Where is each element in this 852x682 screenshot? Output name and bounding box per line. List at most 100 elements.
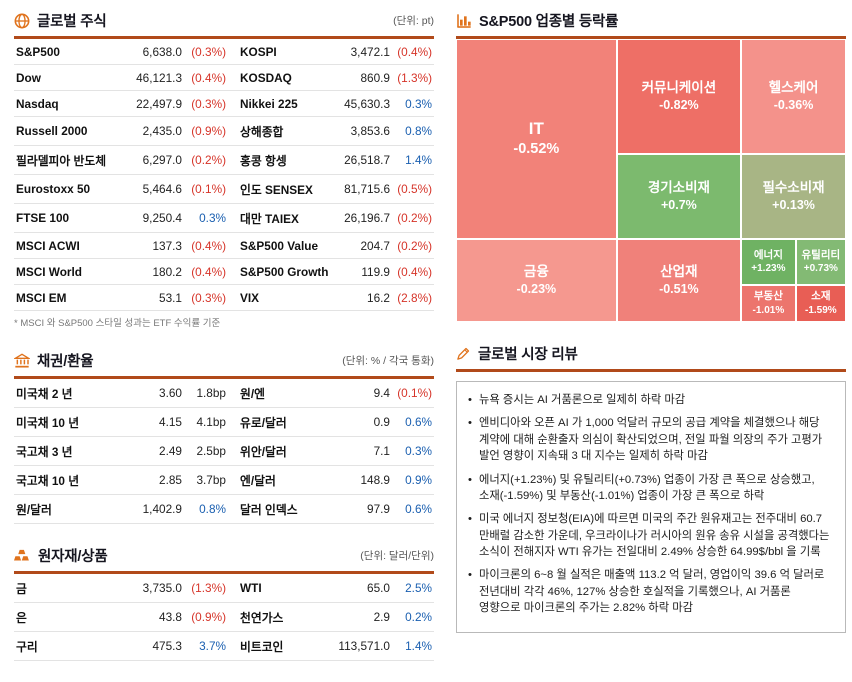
panel-title: 글로벌 시장 리뷰 xyxy=(478,347,578,363)
panel-title: 채권/환율 xyxy=(37,354,94,370)
sector-value: -0.82% xyxy=(659,98,699,113)
instrument-value: 2.49 xyxy=(118,436,184,466)
gap xyxy=(228,174,238,204)
instrument-name: 필라델피아 반도체 xyxy=(14,145,118,175)
instrument-value: 137.3 xyxy=(118,232,184,259)
globe-icon xyxy=(14,13,30,29)
sector-value: +1.23% xyxy=(751,263,786,275)
panel-header: 원자재/상품 (단위: 달러/단위) xyxy=(14,545,434,574)
instrument-change: (0.1%) xyxy=(184,174,228,204)
instrument-name: 국고채 10 년 xyxy=(14,465,118,495)
sector-value: +0.7% xyxy=(660,198,697,212)
instrument-change: 4.1bp xyxy=(184,407,228,437)
instrument-value: 119.9 xyxy=(328,258,392,285)
panel-title: 원자재/상품 xyxy=(38,549,108,565)
table-row: 은 43.8 (0.9%) 천연가스 2.9 0.2% xyxy=(14,602,434,632)
instrument-name: Dow xyxy=(14,64,118,91)
sector-name: 유틸리티 xyxy=(801,248,841,261)
review-bullet: 미국 에너지 정보청(EIA)에 따르면 미국의 주간 원유재고는 전주대비 6… xyxy=(468,511,834,560)
instrument-value: 3,735.0 xyxy=(118,574,184,603)
instrument-change: (0.3%) xyxy=(184,90,228,117)
sector-name: 커뮤니케이션 xyxy=(641,79,717,95)
gap xyxy=(228,407,238,437)
instrument-change: (1.3%) xyxy=(392,64,434,91)
instrument-change: 0.8% xyxy=(392,116,434,146)
instrument-value: 148.9 xyxy=(328,465,392,495)
table-row: MSCI EM 53.1 (0.3%) VIX 16.2 (2.8%) xyxy=(14,284,434,311)
instrument-change: (0.1%) xyxy=(392,379,434,408)
panel-global-equity: 글로벌 주식 (단위: pt) S&P500 6,638.0 (0.3%) KOSP… xyxy=(14,10,434,329)
instrument-change: 2.5% xyxy=(392,574,434,603)
bank-icon xyxy=(14,353,30,369)
instrument-name: 상해종합 xyxy=(238,116,328,146)
instrument-value: 9,250.4 xyxy=(118,203,184,233)
sector-name: IT xyxy=(528,118,544,138)
panel-header: 채권/환율 (단위: % / 각국 통화) xyxy=(14,350,434,379)
gap xyxy=(228,436,238,466)
instrument-change: (1.3%) xyxy=(184,574,228,603)
instrument-name: 은 xyxy=(14,602,118,632)
pencil-icon xyxy=(456,346,471,361)
instrument-change: (2.8%) xyxy=(392,284,434,311)
instrument-value: 9.4 xyxy=(328,379,392,408)
treemap-cell-real-estate: 부동산 -1.01% xyxy=(741,284,796,322)
sector-name: 헬스케어 xyxy=(768,79,819,95)
instrument-value: 97.9 xyxy=(328,494,392,524)
bar-chart-icon xyxy=(456,13,472,29)
instrument-change: (0.2%) xyxy=(184,145,228,175)
instrument-value: 26,518.7 xyxy=(328,145,392,175)
instrument-name: MSCI EM xyxy=(14,284,118,311)
instrument-change: 0.6% xyxy=(392,407,434,437)
instrument-change: 3.7bp xyxy=(184,465,228,495)
instrument-name: WTI xyxy=(238,574,328,603)
instrument-change: (0.4%) xyxy=(184,64,228,91)
instrument-name: 비트코인 xyxy=(238,631,328,661)
table-row: MSCI World 180.2 (0.4%) S&P500 Growth 119.9… xyxy=(14,258,434,285)
instrument-change: (0.4%) xyxy=(184,258,228,285)
instrument-name: MSCI World xyxy=(14,258,118,285)
instrument-name: S&P500 Value xyxy=(238,232,328,259)
instrument-value: 6,638.0 xyxy=(118,39,184,65)
instrument-name: 위안/달러 xyxy=(238,436,328,466)
instrument-value: 860.9 xyxy=(328,64,392,91)
treemap-cell-energy: 에너지 +1.23% xyxy=(741,238,796,285)
treemap-cell-utilities: 유틸리티 +0.73% xyxy=(795,238,846,285)
sector-name: 에너지 xyxy=(753,248,783,261)
review-bullet: 뉴욕 증시는 AI 거품론으로 일제히 하락 마감 xyxy=(468,392,834,409)
instrument-name: 구리 xyxy=(14,631,118,661)
instrument-name: S&P500 xyxy=(14,39,118,65)
footnote: * MSCI 와 S&P500 스타일 성과는 ETF 수익률 기준 xyxy=(14,318,221,329)
sector-value: -0.51% xyxy=(659,282,699,297)
panel-market-review: 글로벌 시장 리뷰 뉴욕 증시는 AI 거품론으로 일제히 하락 마감 엔비디아… xyxy=(456,343,846,633)
review-bullet: 마이크론의 6~8 월 실적은 매출액 113.2 억 달러, 영업이익 39.… xyxy=(468,567,834,616)
gap xyxy=(228,90,238,117)
instrument-name: 미국채 2 년 xyxy=(14,379,118,408)
instrument-change: (0.9%) xyxy=(184,602,228,632)
treemap-cell-consumer-staples: 필수소비재 +0.13% xyxy=(741,153,846,239)
commodities-table: 금 3,735.0 (1.3%) WTI 65.0 2.5% 은 43.8 (0.9%) 천… xyxy=(14,574,434,661)
treemap-cell-communication: 커뮤니케이션 -0.82% xyxy=(616,39,742,154)
instrument-value: 46,121.3 xyxy=(118,64,184,91)
table-row: Dow 46,121.3 (0.4%) KOSDAQ 860.9 (1.3%) xyxy=(14,64,434,91)
instrument-name: 천연가스 xyxy=(238,602,328,632)
instrument-value: 81,715.6 xyxy=(328,174,392,204)
bonds-fx-table: 미국채 2 년 3.60 1.8bp 원/엔 9.4 (0.1%) 미국채 10 년 4.… xyxy=(14,379,434,524)
instrument-change: 0.3% xyxy=(184,203,228,233)
instrument-name: 달러 인덱스 xyxy=(238,494,328,524)
global-equity-table: S&P500 6,638.0 (0.3%) KOSPI 3,472.1 (0.4%) D… xyxy=(14,39,434,311)
table-row: 구리 475.3 3.7% 비트코인 113,571.0 1.4% xyxy=(14,631,434,661)
treemap-cell-it: IT -0.52% xyxy=(456,39,617,239)
panel-commodities: 원자재/상품 (단위: 달러/단위) 금 3,735.0 (1.3%) WTI 65.… xyxy=(14,545,434,661)
instrument-change: 0.3% xyxy=(392,90,434,117)
sector-name: 경기소비재 xyxy=(647,179,710,195)
instrument-name: Nikkei 225 xyxy=(238,90,328,117)
sector-name: 필수소비재 xyxy=(762,179,825,195)
table-row: Russell 2000 2,435.0 (0.9%) 상해종합 3,853.6 0.8… xyxy=(14,116,434,146)
instrument-change: (0.4%) xyxy=(184,232,228,259)
instrument-name: 원/엔 xyxy=(238,379,328,408)
review-box: 뉴욕 증시는 AI 거품론으로 일제히 하락 마감 엔비디아와 오픈 AI 가 … xyxy=(456,381,846,633)
table-row: S&P500 6,638.0 (0.3%) KOSPI 3,472.1 (0.4%) xyxy=(14,39,434,65)
sector-value: -0.52% xyxy=(513,141,560,158)
instrument-value: 204.7 xyxy=(328,232,392,259)
sector-value: -0.36% xyxy=(773,98,814,113)
